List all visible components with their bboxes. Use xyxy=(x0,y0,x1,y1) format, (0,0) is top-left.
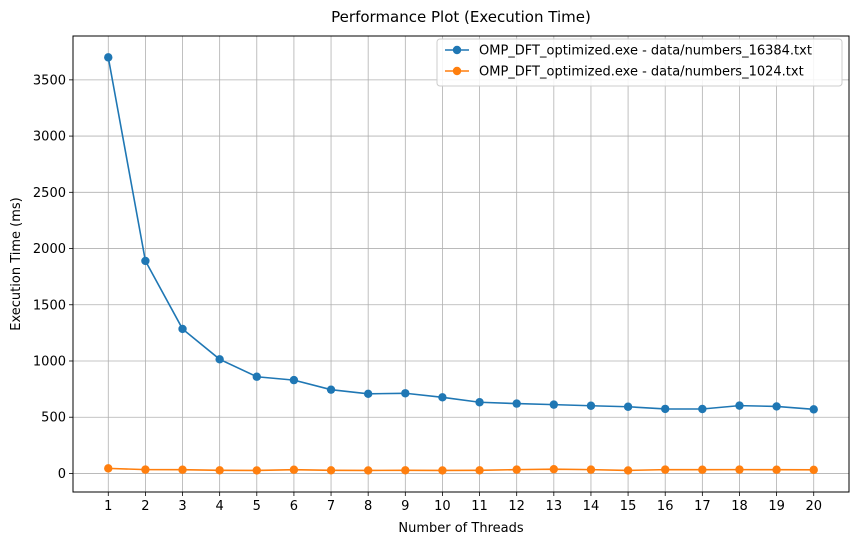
chart-title: Performance Plot (Execution Time) xyxy=(331,8,591,26)
data-point xyxy=(549,400,559,409)
data-point xyxy=(289,465,299,474)
data-point xyxy=(326,466,336,475)
data-point xyxy=(104,53,113,62)
y-tick-label: 2500 xyxy=(33,186,66,201)
data-point xyxy=(549,464,559,474)
legend-marker xyxy=(452,66,462,76)
series-2 xyxy=(104,464,818,475)
data-point xyxy=(512,399,521,408)
x-axis-label: Number of Threads xyxy=(398,521,523,536)
y-axis-label: Execution Time (ms) xyxy=(9,197,24,330)
legend-box xyxy=(436,38,843,87)
data-point xyxy=(141,256,150,266)
x-tick-label: 9 xyxy=(401,499,409,514)
y-tick-label: 0 xyxy=(58,467,66,482)
data-point xyxy=(178,465,187,474)
legend-marker xyxy=(452,45,462,55)
data-point xyxy=(698,404,707,414)
data-point xyxy=(661,404,670,414)
x-tick-label: 14 xyxy=(583,499,600,514)
x-tick-label: 18 xyxy=(731,499,748,514)
x-tick-label: 17 xyxy=(694,499,711,514)
data-point xyxy=(586,465,596,474)
data-point xyxy=(401,389,410,398)
x-tick-label: 13 xyxy=(546,499,563,514)
data-point xyxy=(289,375,299,385)
x-tick-label: 20 xyxy=(805,499,822,514)
x-tick-label: 10 xyxy=(434,499,451,514)
data-point xyxy=(326,385,336,394)
data-point xyxy=(438,466,447,475)
y-axis: 0 500 1000 1500 2000 2500 3000 3500 xyxy=(33,73,73,482)
legend-label: OMP_DFT_optimized.exe - data/numbers_163… xyxy=(479,44,812,59)
data-point xyxy=(475,466,484,475)
y-tick-label: 500 xyxy=(41,411,66,426)
x-tick-label: 15 xyxy=(620,499,637,514)
legend-label: OMP_DFT_optimized.exe - data/numbers_102… xyxy=(479,65,804,80)
x-tick-label: 2 xyxy=(141,499,149,514)
data-point xyxy=(772,402,781,411)
data-point xyxy=(623,402,633,411)
data-point xyxy=(809,405,818,414)
data-point xyxy=(735,465,744,474)
data-point xyxy=(363,466,373,475)
x-tick-label: 5 xyxy=(253,499,261,514)
x-tick-label: 8 xyxy=(364,499,372,514)
y-tick-label: 3000 xyxy=(33,130,66,145)
data-point xyxy=(661,465,670,474)
x-tick-label: 16 xyxy=(657,499,674,514)
y-tick-label: 1000 xyxy=(33,354,66,369)
series-1 xyxy=(104,53,818,414)
y-tick-label: 1500 xyxy=(33,298,66,313)
data-point xyxy=(586,401,596,410)
legend: OMP_DFT_optimized.exe - data/numbers_163… xyxy=(436,38,843,87)
x-tick-label: 7 xyxy=(327,499,335,514)
series-line xyxy=(108,467,814,472)
data-point xyxy=(438,393,447,402)
x-tick-label: 4 xyxy=(216,499,224,514)
data-point xyxy=(215,466,224,475)
series-layer xyxy=(104,53,818,475)
data-point xyxy=(772,465,781,474)
data-point xyxy=(735,401,744,410)
data-point xyxy=(363,389,373,399)
x-tick-label: 6 xyxy=(290,499,298,514)
data-point xyxy=(475,398,484,407)
plot-area-frame xyxy=(72,35,850,493)
data-point xyxy=(512,465,521,474)
series-line xyxy=(107,57,814,411)
data-point xyxy=(178,324,187,334)
x-tick-label: 19 xyxy=(768,499,785,514)
y-tick-label: 2000 xyxy=(33,242,66,257)
data-point xyxy=(252,466,261,475)
data-point xyxy=(809,465,818,475)
data-point xyxy=(623,466,633,475)
data-point xyxy=(104,464,113,473)
x-tick-label: 12 xyxy=(508,499,525,514)
data-point xyxy=(141,465,150,474)
x-tick-label: 3 xyxy=(178,499,186,514)
data-point xyxy=(698,465,707,474)
y-tick-label: 3500 xyxy=(33,73,66,88)
data-point xyxy=(401,466,410,475)
x-tick-label: 1 xyxy=(104,499,112,514)
x-tick-label: 11 xyxy=(471,499,488,514)
data-point xyxy=(252,372,261,381)
data-point xyxy=(215,355,224,364)
grid-lines xyxy=(73,36,849,492)
x-axis: 1 2 3 4 5 6 7 8 9 10 11 12 13 14 15 16 17 18 19 20 xyxy=(104,492,822,514)
